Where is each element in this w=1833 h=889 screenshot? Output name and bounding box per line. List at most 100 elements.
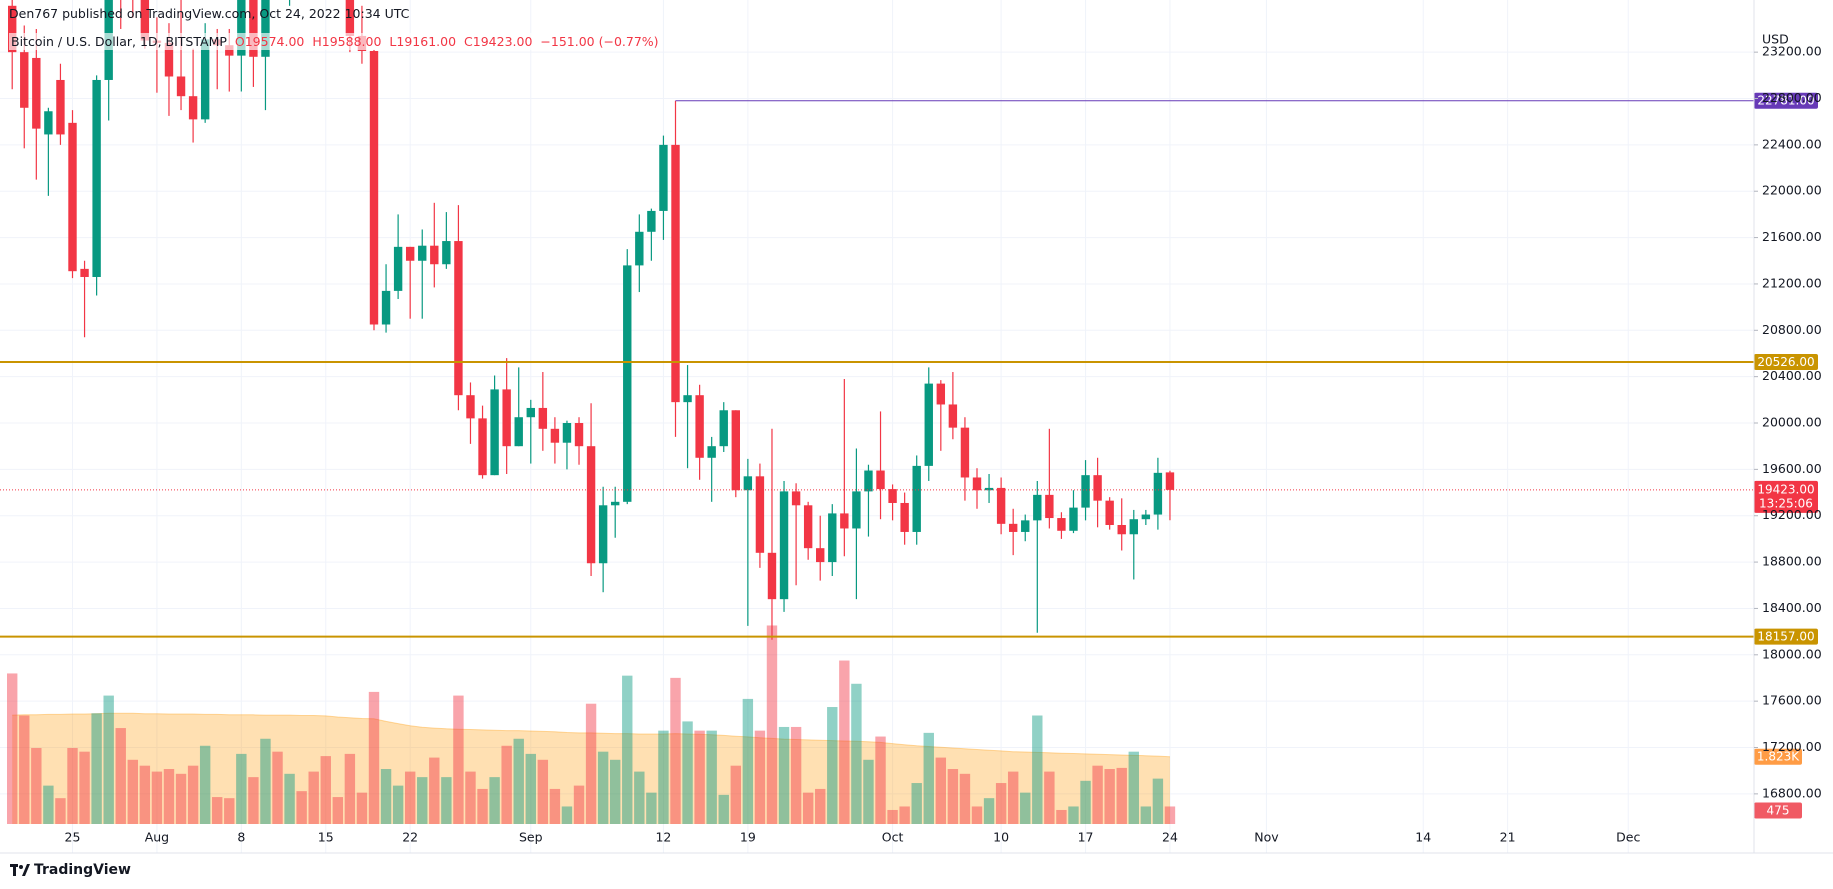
candle-body [960, 427, 970, 478]
candle-body [261, 0, 270, 57]
candle-body [972, 477, 982, 491]
candle-body [828, 513, 837, 563]
volume-bar [368, 691, 380, 824]
volume-bar [682, 721, 693, 824]
candle-body [32, 57, 41, 129]
levels: 22781.00 20526.00 18157.00 19423.0013:25:06… [0, 92, 1818, 819]
candle-body [237, 0, 246, 56]
volume-bar [778, 726, 790, 824]
volume-bar [1044, 771, 1055, 824]
y-tick-label: 20000.00 [1762, 415, 1822, 430]
volume-bar [175, 773, 187, 824]
candle-body [707, 446, 716, 458]
volume-bar [1128, 751, 1139, 824]
y-tick-label: 18000.00 [1762, 646, 1822, 661]
candle-body [912, 465, 921, 532]
volume-bar [1140, 806, 1152, 824]
currency-label: USD [1762, 32, 1789, 47]
candle-body [68, 122, 77, 272]
y-tick-label: 18400.00 [1762, 600, 1822, 615]
x-tick-label: 21 [1500, 830, 1516, 845]
candle-body [659, 144, 668, 211]
x-tick-label: 17 [1078, 830, 1094, 845]
x-tick-label: Dec [1616, 830, 1640, 845]
x-tick-label: 14 [1415, 830, 1431, 845]
volume-bar [537, 759, 549, 824]
ohlc-high: H19588.00 [312, 34, 382, 49]
level-label: 22781.00 [1757, 94, 1814, 108]
candle-body [791, 491, 801, 506]
candle-body [466, 395, 475, 419]
volume-bar [887, 809, 898, 824]
volume-bar [875, 736, 886, 824]
candle-body [140, 0, 150, 41]
candle-body [8, 5, 17, 53]
candle-body [1008, 523, 1018, 532]
volume-bar [1032, 715, 1043, 824]
volume-ma-area [12, 713, 1171, 824]
volume-bar [380, 769, 392, 824]
volume-bar [404, 771, 416, 824]
x-tick-label: Nov [1254, 830, 1279, 845]
volume-bar [766, 625, 778, 824]
candle-body [695, 395, 704, 458]
x-tick-label: Sep [519, 830, 543, 845]
volume-bar [863, 759, 874, 824]
y-tick-label: 17200.00 [1762, 739, 1822, 754]
candle-body [418, 245, 427, 261]
volume-pane [7, 625, 1176, 824]
volume-bar [622, 675, 633, 824]
volume-bar [658, 730, 669, 824]
grid [0, 0, 1754, 853]
volume-bar [573, 785, 585, 824]
x-tick-label: Oct [882, 830, 904, 845]
candle-body [1033, 494, 1042, 521]
candle-body [454, 241, 463, 396]
candle-body [514, 417, 523, 447]
x-tick-label: 8 [237, 830, 245, 845]
volume-bar [585, 703, 597, 824]
volume-last-label: 475 [1767, 803, 1790, 817]
x-tick-label: 15 [318, 830, 334, 845]
volume-bar [224, 798, 235, 824]
volume-bar [465, 771, 476, 824]
volume-bar [1007, 771, 1019, 824]
volume-bar [1152, 778, 1164, 824]
volume-bar [1092, 765, 1103, 824]
volume-bar [429, 757, 440, 824]
volume-bar [199, 745, 211, 824]
volume-bar [187, 765, 199, 824]
candle-body [623, 265, 632, 502]
candle-body [393, 246, 403, 291]
volume-bar [7, 673, 18, 824]
candle-body [598, 505, 608, 564]
y-tick-label: 16800.00 [1762, 785, 1822, 800]
volume-bar [139, 765, 151, 824]
level-label: 18157.00 [1757, 630, 1814, 644]
volume-bar [332, 797, 344, 824]
volume-bar [983, 798, 995, 824]
y-tick-label: 18800.00 [1762, 554, 1822, 569]
y-tick-label: 19200.00 [1762, 507, 1822, 522]
footer: TradingView [10, 862, 131, 878]
x-tick-label: 24 [1162, 830, 1178, 845]
volume-bar [284, 773, 295, 824]
volume-bar [260, 738, 271, 824]
candle-body [1057, 518, 1066, 531]
last-price-box [1754, 480, 1818, 513]
volume-bar [212, 797, 223, 824]
level-box [1754, 354, 1818, 371]
candle-body [490, 389, 499, 476]
candle-body [56, 79, 65, 135]
candle-body [1105, 500, 1114, 525]
volume-bar [272, 751, 283, 824]
volume-ma-box [1754, 748, 1802, 765]
volume-bar [127, 759, 138, 824]
volume-bar [947, 769, 959, 824]
candle-body [683, 395, 692, 403]
last-price-label: 19423.00 [1757, 482, 1814, 496]
volume-bar [115, 728, 126, 824]
candle-body [647, 210, 656, 232]
volume-bar [31, 747, 42, 824]
volume-bar [839, 660, 850, 824]
